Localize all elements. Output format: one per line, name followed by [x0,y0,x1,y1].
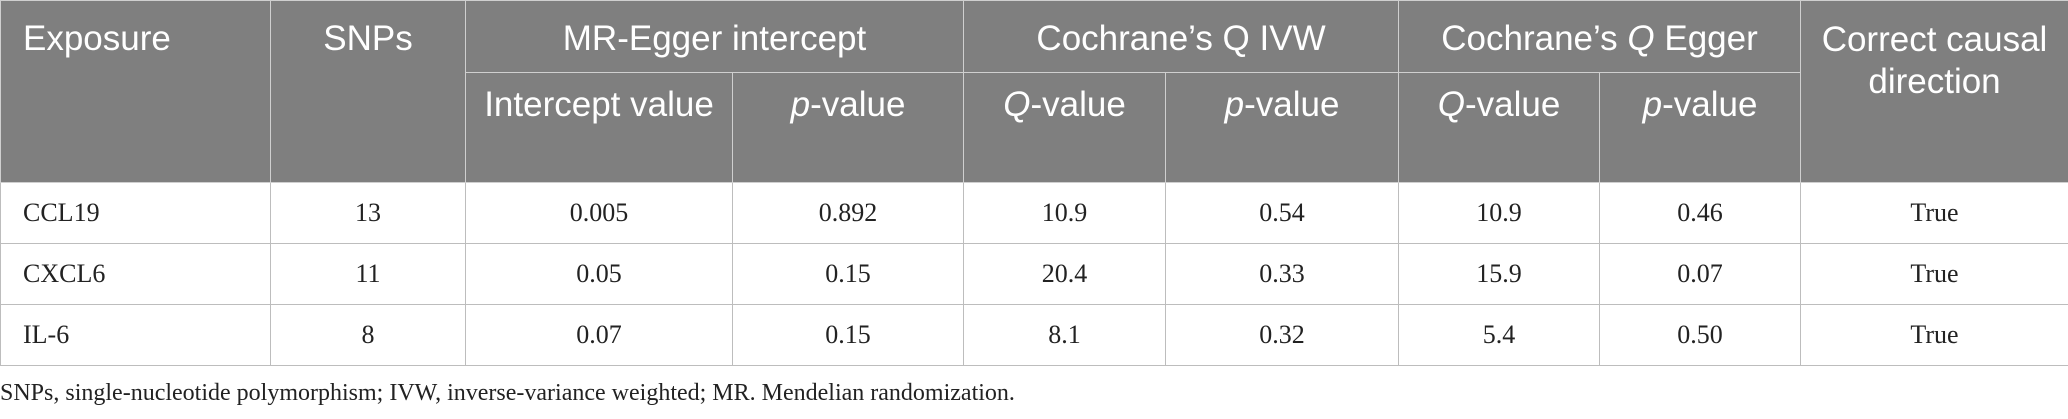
cell-ivw-p: 0.54 [1165,182,1400,244]
header-cochrane-q-egger-q: Q [1627,19,1655,58]
table-footnote: SNPs, single-nucleotide polymorphism; IV… [0,380,1015,406]
cell-egger-p: 0.50 [1599,304,1802,366]
header-p-italic: p [1224,85,1245,124]
table-row: CCL19 13 0.005 0.892 10.9 0.54 10.9 0.46… [0,182,2068,244]
cell-ivw-q: 10.9 [963,182,1167,244]
header-mr-egger-intercept: MR-Egger intercept [464,0,965,73]
header-ivw-q-value: Q-value [963,72,1167,183]
header-row-1: Exposure SNPs MR-Egger intercept Cochran… [0,0,2068,183]
header-egger-p-value: p-value [1599,72,1802,183]
cell-snps: 11 [270,243,466,305]
cell-ivw-q: 20.4 [963,243,1167,305]
table-row: IL-6 8 0.07 0.15 8.1 0.32 5.4 0.50 True [0,304,2068,366]
cell-egger-p: 0.07 [1599,243,1802,305]
cell-ivw-p: 0.33 [1165,243,1400,305]
header-correct-causal-direction: Correct causal direction [1800,0,2068,183]
header-p-suffix: -value [1662,85,1758,124]
cell-intercept-p: 0.15 [731,304,965,366]
header-intercept-p-value: p-value [731,72,965,183]
cell-intercept: 0.07 [465,304,733,366]
header-p-italic: p [1642,85,1663,124]
header-exposure: Exposure [0,0,271,183]
cell-intercept-p: 0.15 [731,243,965,305]
header-p-suffix: -value [810,85,906,124]
cell-ivw-q: 8.1 [963,304,1167,366]
cell-egger-q: 15.9 [1398,243,1601,305]
cell-exposure: IL-6 [0,304,271,366]
cell-direction: True [1800,182,2068,244]
header-cochrane-q-egger-prefix: Cochrane’s [1441,19,1628,58]
header-snps: SNPs [270,0,466,183]
header-ivw-p-value: p-value [1165,72,1400,183]
header-q-suffix: -value [1464,85,1561,124]
header-q-italic: Q [1003,85,1031,124]
cell-intercept-p: 0.892 [731,182,965,244]
table-row: CXCL6 11 0.05 0.15 20.4 0.33 15.9 0.07 T… [0,243,2068,305]
cell-ivw-p: 0.32 [1165,304,1400,366]
header-cochrane-q-egger: Cochrane’s Q Egger [1398,0,1802,73]
cell-intercept: 0.05 [465,243,733,305]
cell-direction: True [1800,304,2068,366]
cell-snps: 13 [270,182,466,244]
header-q-italic: Q [1437,85,1465,124]
cell-direction: True [1800,243,2068,305]
header-p-suffix: -value [1244,85,1340,124]
cell-exposure: CCL19 [0,182,271,244]
cell-exposure: CXCL6 [0,243,271,305]
header-p-italic: p [790,85,811,124]
header-cochrane-q-egger-suffix: Egger [1654,19,1758,58]
cell-egger-p: 0.46 [1599,182,1802,244]
cell-snps: 8 [270,304,466,366]
header-cochrane-q-ivw: Cochrane’s Q IVW [963,0,1400,73]
pleiotropy-heterogeneity-table: Exposure SNPs MR-Egger intercept Cochran… [0,0,2068,366]
cell-egger-q: 5.4 [1398,304,1601,366]
header-intercept-value: Intercept value [465,72,733,183]
header-egger-q-value: Q-value [1398,72,1601,183]
cell-intercept: 0.005 [465,182,733,244]
results-table-container: Exposure SNPs MR-Egger intercept Cochran… [0,0,2068,366]
cell-egger-q: 10.9 [1398,182,1601,244]
header-row-2: Intercept value p-value Q-value p-value … [1,72,2068,183]
header-q-suffix: -value [1030,85,1126,124]
